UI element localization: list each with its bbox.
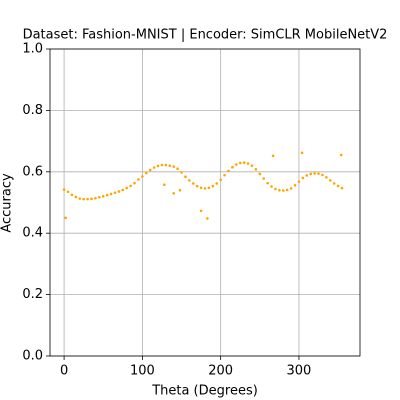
point bbox=[199, 209, 203, 213]
point bbox=[195, 184, 199, 188]
point bbox=[164, 163, 168, 167]
point bbox=[78, 197, 82, 200]
point bbox=[162, 183, 166, 186]
point bbox=[82, 197, 85, 201]
point bbox=[325, 176, 328, 179]
point bbox=[86, 197, 89, 201]
point bbox=[301, 176, 305, 180]
point bbox=[223, 173, 226, 177]
point bbox=[278, 188, 281, 192]
point bbox=[254, 168, 258, 171]
plot-frame bbox=[49, 48, 361, 357]
x-tick-label: 0 bbox=[60, 364, 68, 379]
point bbox=[238, 161, 242, 165]
point bbox=[176, 167, 179, 171]
point bbox=[297, 180, 301, 183]
point bbox=[262, 177, 266, 180]
point bbox=[180, 171, 183, 174]
point bbox=[98, 195, 101, 199]
y-tick-label: 0.6 bbox=[22, 164, 43, 179]
point bbox=[328, 179, 332, 182]
y-tick-label: 1.0 bbox=[22, 42, 43, 57]
point bbox=[215, 182, 219, 185]
point bbox=[340, 186, 344, 190]
point bbox=[66, 190, 70, 194]
point bbox=[144, 171, 148, 175]
point bbox=[94, 196, 97, 200]
x-axis-label: Theta (Degrees) bbox=[151, 384, 258, 399]
point bbox=[109, 192, 113, 196]
point bbox=[293, 184, 297, 187]
point bbox=[211, 184, 215, 188]
point bbox=[219, 178, 222, 182]
point bbox=[339, 153, 343, 157]
point bbox=[313, 172, 316, 175]
point bbox=[129, 184, 132, 188]
point bbox=[188, 179, 191, 182]
point bbox=[137, 178, 140, 181]
point bbox=[64, 216, 67, 220]
x-tick-label: 200 bbox=[208, 364, 233, 379]
point bbox=[289, 187, 293, 190]
y-tick-label: 0.0 bbox=[22, 349, 43, 364]
point bbox=[172, 165, 175, 168]
point bbox=[266, 181, 269, 185]
point bbox=[160, 163, 164, 167]
point bbox=[125, 186, 129, 190]
point bbox=[152, 166, 156, 169]
point bbox=[246, 162, 250, 165]
y-tick-label: 0.2 bbox=[22, 287, 43, 302]
point bbox=[332, 182, 336, 185]
point bbox=[271, 154, 275, 158]
x-tick-label: 300 bbox=[287, 364, 312, 379]
point bbox=[90, 197, 93, 201]
point bbox=[235, 163, 238, 166]
point bbox=[113, 191, 117, 194]
point bbox=[184, 175, 187, 179]
point bbox=[250, 164, 254, 167]
point bbox=[258, 172, 262, 176]
point bbox=[101, 195, 105, 198]
point bbox=[317, 172, 320, 175]
point bbox=[70, 193, 74, 197]
point bbox=[336, 184, 340, 188]
y-tick-label: 0.8 bbox=[22, 103, 43, 118]
point bbox=[242, 161, 246, 164]
point bbox=[309, 172, 312, 176]
point bbox=[203, 187, 207, 190]
point bbox=[178, 188, 182, 192]
point bbox=[206, 217, 209, 220]
point bbox=[321, 173, 324, 177]
y-tick-label: 0.4 bbox=[22, 226, 43, 241]
point bbox=[105, 193, 109, 197]
point bbox=[121, 188, 125, 192]
point bbox=[305, 174, 309, 177]
point bbox=[168, 164, 172, 167]
point bbox=[270, 185, 273, 188]
point bbox=[231, 165, 234, 169]
x-tick-label: 100 bbox=[130, 364, 155, 379]
point bbox=[281, 189, 285, 192]
point bbox=[74, 195, 78, 199]
point bbox=[274, 187, 277, 191]
point bbox=[207, 186, 211, 190]
point bbox=[172, 191, 175, 195]
point bbox=[191, 182, 195, 185]
point bbox=[133, 181, 136, 185]
point bbox=[141, 175, 144, 178]
point bbox=[62, 188, 66, 191]
point bbox=[199, 186, 203, 190]
y-axis-label: Accuracy bbox=[0, 173, 15, 233]
point bbox=[148, 168, 152, 172]
point bbox=[227, 169, 230, 173]
point bbox=[156, 164, 160, 168]
point bbox=[117, 190, 121, 193]
point bbox=[285, 188, 289, 192]
chart-title: Dataset: Fashion-MNIST | Encoder: SimCLR… bbox=[23, 28, 388, 43]
point bbox=[300, 151, 304, 155]
